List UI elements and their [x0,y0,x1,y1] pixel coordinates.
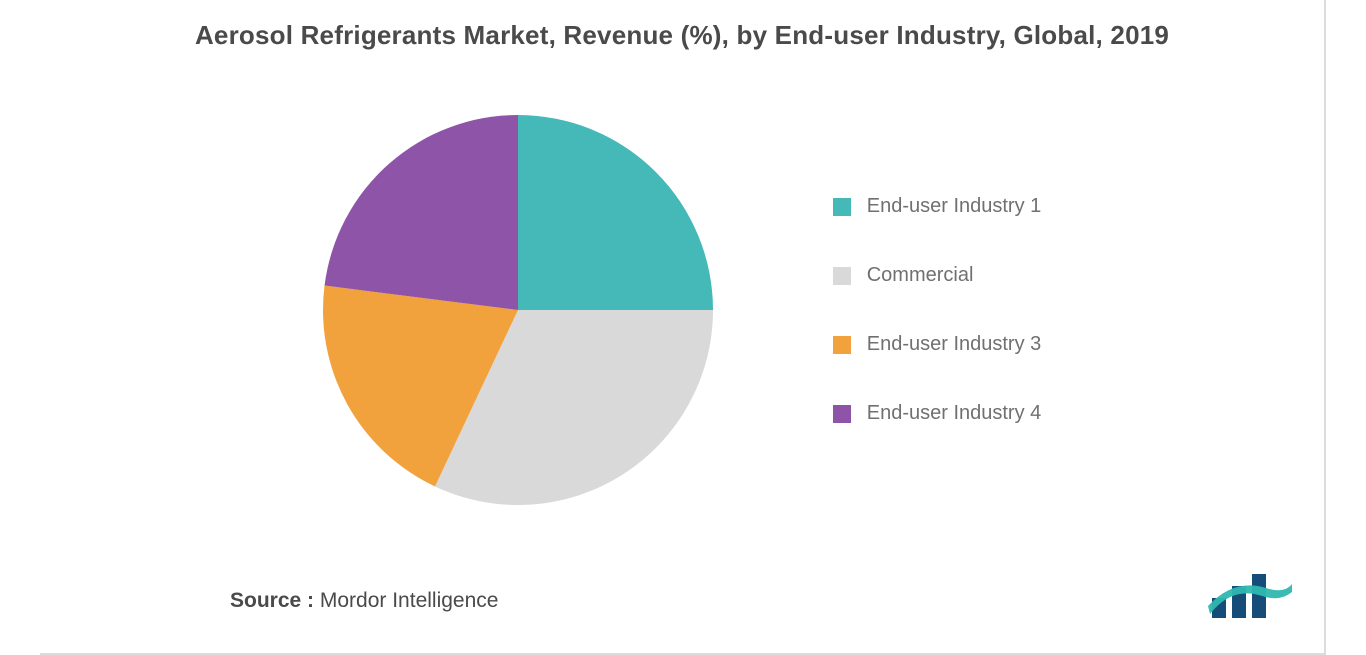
legend-item-1: Commercial [833,264,1042,287]
pie-chart [323,115,713,505]
source-label: Source : [230,589,314,612]
legend: End-user Industry 1 Commercial End-user In… [833,195,1042,425]
legend-label-1: Commercial [867,264,974,287]
pie-slice-3 [324,115,517,310]
source-value: Mordor Intelligence [320,589,499,612]
chart-title-text: Aerosol Refrigerants Market, Revenue (%)… [195,20,1169,50]
source-line: Source : Mordor Intelligence [230,589,498,613]
legend-swatch-1 [833,267,851,285]
pie-slice-0 [518,115,713,310]
chart-frame: Aerosol Refrigerants Market, Revenue (%)… [40,0,1326,655]
legend-label-2: End-user Industry 3 [867,333,1042,356]
legend-item-2: End-user Industry 3 [833,333,1042,356]
brand-logo [1206,570,1294,633]
pie-wrap: End-user Industry 1 Commercial End-user In… [323,115,1042,505]
chart-area: End-user Industry 1 Commercial End-user In… [40,70,1324,550]
legend-swatch-3 [833,405,851,423]
legend-swatch-2 [833,336,851,354]
legend-item-0: End-user Industry 1 [833,195,1042,218]
legend-label-3: End-user Industry 4 [867,402,1042,425]
legend-swatch-0 [833,198,851,216]
chart-title: Aerosol Refrigerants Market, Revenue (%)… [40,20,1324,51]
legend-label-0: End-user Industry 1 [867,195,1042,218]
legend-item-3: End-user Industry 4 [833,402,1042,425]
